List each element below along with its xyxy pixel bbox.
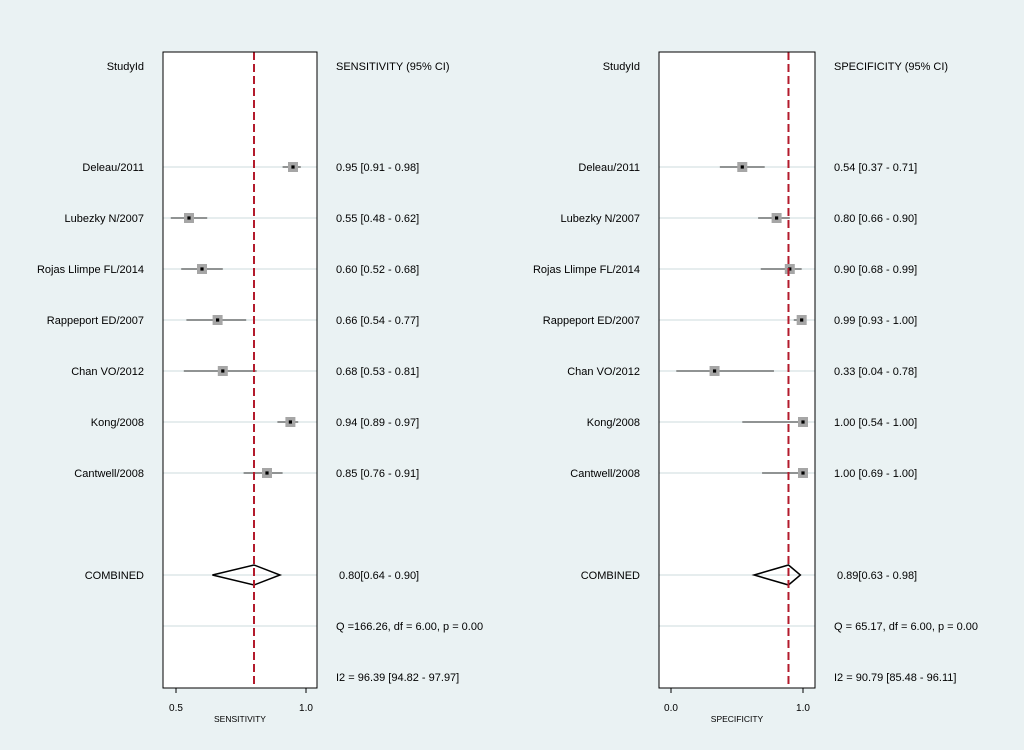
study-estimate-label: 0.68 [0.53 - 0.81]: [336, 366, 419, 378]
study-name: Chan VO/2012: [567, 366, 640, 378]
study-estimate-label: 0.33 [0.04 - 0.78]: [834, 366, 917, 378]
study-name: Cantwell/2008: [74, 468, 144, 480]
heterogeneity-i2-statistic: I2 = 90.79 [85.48 - 96.11]: [834, 672, 956, 684]
heterogeneity-q-statistic: Q =166.26, df = 6.00, p = 0.00: [336, 621, 483, 633]
heterogeneity-i2-statistic: I2 = 96.39 [94.82 - 97.97]: [336, 672, 459, 684]
study-estimate-label: 1.00 [0.54 - 1.00]: [834, 417, 917, 429]
study-estimate-label: 0.54 [0.37 - 0.71]: [834, 162, 917, 174]
study-name: Deleau/2011: [578, 162, 640, 174]
study-estimate-label: 0.60 [0.52 - 0.68]: [336, 264, 419, 276]
study-name: Chan VO/2012: [71, 366, 144, 378]
pooled-estimate-diamond: [751, 564, 802, 586]
x-tick-label: 0.5: [169, 703, 183, 714]
combined-estimate-label: 0.89[0.63 - 0.98]: [837, 570, 917, 582]
estimate-column-header: SPECIFICITY (95% CI): [834, 61, 948, 73]
study-estimate-label: 0.55 [0.48 - 0.62]: [336, 213, 419, 225]
point-estimate-dot: [712, 369, 717, 373]
study-name: Rappeport ED/2007: [47, 315, 144, 327]
study-name: Lubezky N/2007: [65, 213, 145, 225]
plot-panel-0: [163, 52, 317, 688]
point-estimate-dot: [187, 216, 191, 220]
point-estimate-dot: [200, 267, 204, 271]
combined-estimate-label: 0.80[0.64 - 0.90]: [339, 570, 419, 582]
x-axis-title: SENSITIVITY: [214, 714, 266, 724]
study-name: Kong/2008: [587, 417, 640, 429]
study-estimate-label: 0.95 [0.91 - 0.98]: [336, 162, 419, 174]
x-tick-label: 0.0: [664, 703, 678, 714]
point-estimate-dot: [265, 471, 269, 475]
study-name: Lubezky N/2007: [561, 213, 641, 225]
combined-label: COMBINED: [85, 570, 144, 582]
study-name: Rappeport ED/2007: [543, 315, 640, 327]
study-name: Kong/2008: [91, 417, 144, 429]
study-estimate-label: 0.80 [0.66 - 0.90]: [834, 213, 917, 225]
x-tick-label: 1.0: [299, 703, 313, 714]
plot-panel-1: [659, 52, 815, 688]
study-name: Deleau/2011: [82, 162, 144, 174]
point-estimate-dot: [775, 216, 779, 220]
study-estimate-label: 0.90 [0.68 - 0.99]: [834, 264, 917, 276]
point-estimate-dot: [291, 165, 295, 169]
point-estimate-dot: [788, 267, 792, 271]
x-axis-title: SPECIFICITY: [711, 714, 764, 724]
study-estimate-label: 0.85 [0.76 - 0.91]: [336, 468, 419, 480]
study-name: Rojas Llimpe FL/2014: [533, 264, 640, 276]
point-estimate-dot: [288, 420, 292, 424]
heterogeneity-q-statistic: Q = 65.17, df = 6.00, p = 0.00: [834, 621, 978, 633]
point-estimate-dot: [800, 318, 804, 322]
pooled-estimate-diamond: [212, 564, 283, 586]
point-estimate-dot: [801, 420, 805, 424]
study-name: Rojas Llimpe FL/2014: [37, 264, 144, 276]
study-column-header: StudyId: [107, 61, 144, 73]
study-name: Cantwell/2008: [570, 468, 640, 480]
study-estimate-label: 0.66 [0.54 - 0.77]: [336, 315, 419, 327]
study-estimate-label: 0.99 [0.93 - 1.00]: [834, 315, 917, 327]
point-estimate-dot: [221, 369, 225, 373]
point-estimate-dot: [740, 165, 744, 169]
study-estimate-label: 0.94 [0.89 - 0.97]: [336, 417, 419, 429]
estimate-column-header: SENSITIVITY (95% CI): [336, 61, 450, 73]
study-column-header: StudyId: [603, 61, 640, 73]
x-tick-label: 1.0: [796, 703, 810, 714]
study-estimate-label: 1.00 [0.69 - 1.00]: [834, 468, 917, 480]
point-estimate-dot: [216, 318, 220, 322]
combined-label: COMBINED: [581, 570, 640, 582]
point-estimate-dot: [801, 471, 805, 475]
